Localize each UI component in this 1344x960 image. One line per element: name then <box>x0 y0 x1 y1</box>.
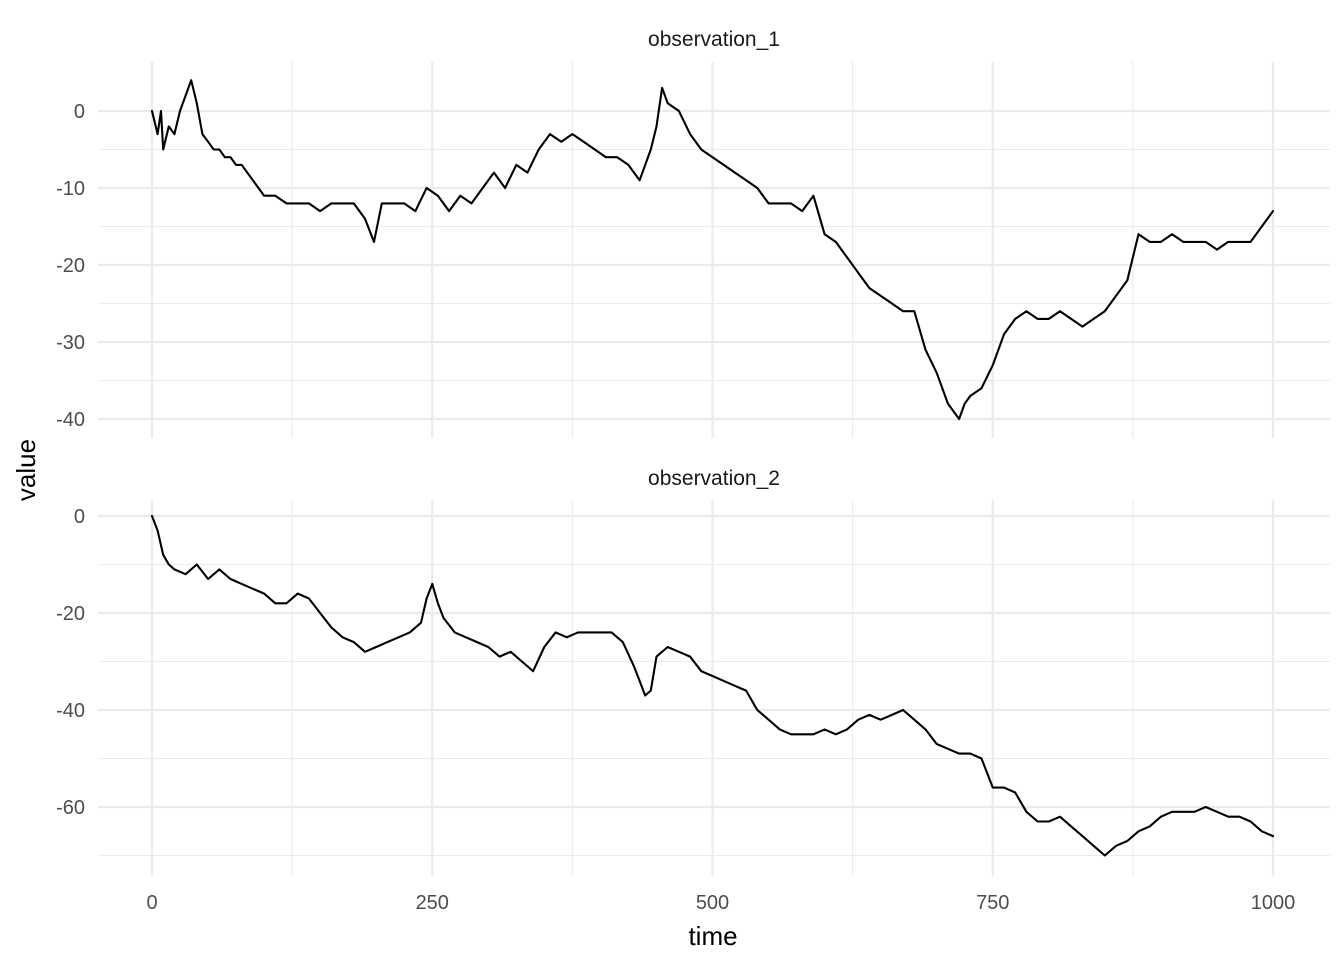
panel-1: 0 -10 -20 -30 -40 observation_1 <box>56 28 1330 438</box>
panel-title: observation_1 <box>648 28 780 51</box>
y-tick-label: -30 <box>56 332 85 354</box>
series-line <box>150 514 1275 857</box>
y-tick-label: -20 <box>56 603 85 625</box>
x-axis-title: time <box>688 921 737 951</box>
y-tick-label: -40 <box>56 409 85 431</box>
y-tick-label: -40 <box>56 700 85 722</box>
x-tick-label: 750 <box>976 892 1009 914</box>
y-tick-label: -60 <box>56 797 85 819</box>
y-axis-title: value <box>11 439 41 501</box>
x-tick-label: 500 <box>696 892 729 914</box>
x-tick-label: 250 <box>416 892 449 914</box>
y-axis-label: value <box>11 439 41 501</box>
x-axis-label: time <box>688 921 737 951</box>
y-tick-label: -20 <box>56 255 85 277</box>
x-tick-label: 1000 <box>1251 892 1296 914</box>
y-tick-label: -10 <box>56 178 85 200</box>
y-tick-label: 0 <box>74 101 85 123</box>
series-line <box>150 79 1275 421</box>
facet-panels: 0 -10 -20 -30 -40 observation_1 0 -20 -40 -60 obse… <box>56 28 1330 914</box>
y-tick-label: 0 <box>74 506 85 528</box>
x-tick-label: 0 <box>146 892 157 914</box>
panel-2: 0 -20 -40 -60 observation_2 0 250 500 750 1000 <box>56 467 1330 914</box>
panel-title: observation_2 <box>648 467 780 490</box>
